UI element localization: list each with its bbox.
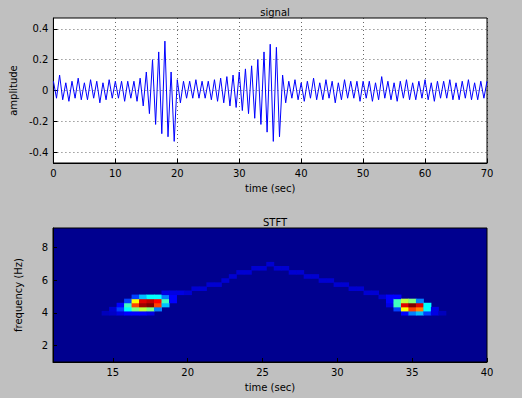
svg-text:2: 2 — [42, 340, 48, 351]
svg-text:amplitude: amplitude — [8, 65, 19, 116]
svg-text:30: 30 — [331, 367, 344, 378]
svg-text:35: 35 — [406, 367, 419, 378]
svg-text:20: 20 — [171, 168, 184, 179]
svg-text:-0.4: -0.4 — [29, 147, 49, 158]
svg-text:signal: signal — [260, 7, 290, 18]
svg-text:10: 10 — [109, 168, 122, 179]
svg-text:4: 4 — [42, 307, 48, 318]
svg-text:70: 70 — [481, 168, 494, 179]
svg-text:time (sec): time (sec) — [245, 382, 296, 393]
svg-text:25: 25 — [256, 367, 269, 378]
svg-text:0: 0 — [50, 168, 56, 179]
svg-text:-0.2: -0.2 — [29, 116, 49, 127]
svg-text:30: 30 — [233, 168, 246, 179]
svg-text:time (sec): time (sec) — [245, 183, 296, 194]
svg-text:50: 50 — [357, 168, 370, 179]
svg-text:0.2: 0.2 — [33, 54, 49, 65]
svg-text:8: 8 — [42, 242, 48, 253]
svg-text:STFT: STFT — [263, 217, 288, 228]
svg-text:40: 40 — [295, 168, 308, 179]
svg-text:6: 6 — [42, 275, 48, 286]
svg-text:0.4: 0.4 — [33, 23, 49, 34]
svg-text:20: 20 — [181, 367, 194, 378]
svg-text:0: 0 — [42, 85, 48, 96]
svg-text:60: 60 — [419, 168, 432, 179]
svg-text:frequency (Hz): frequency (Hz) — [13, 258, 24, 332]
svg-text:15: 15 — [106, 367, 119, 378]
svg-text:40: 40 — [481, 367, 494, 378]
